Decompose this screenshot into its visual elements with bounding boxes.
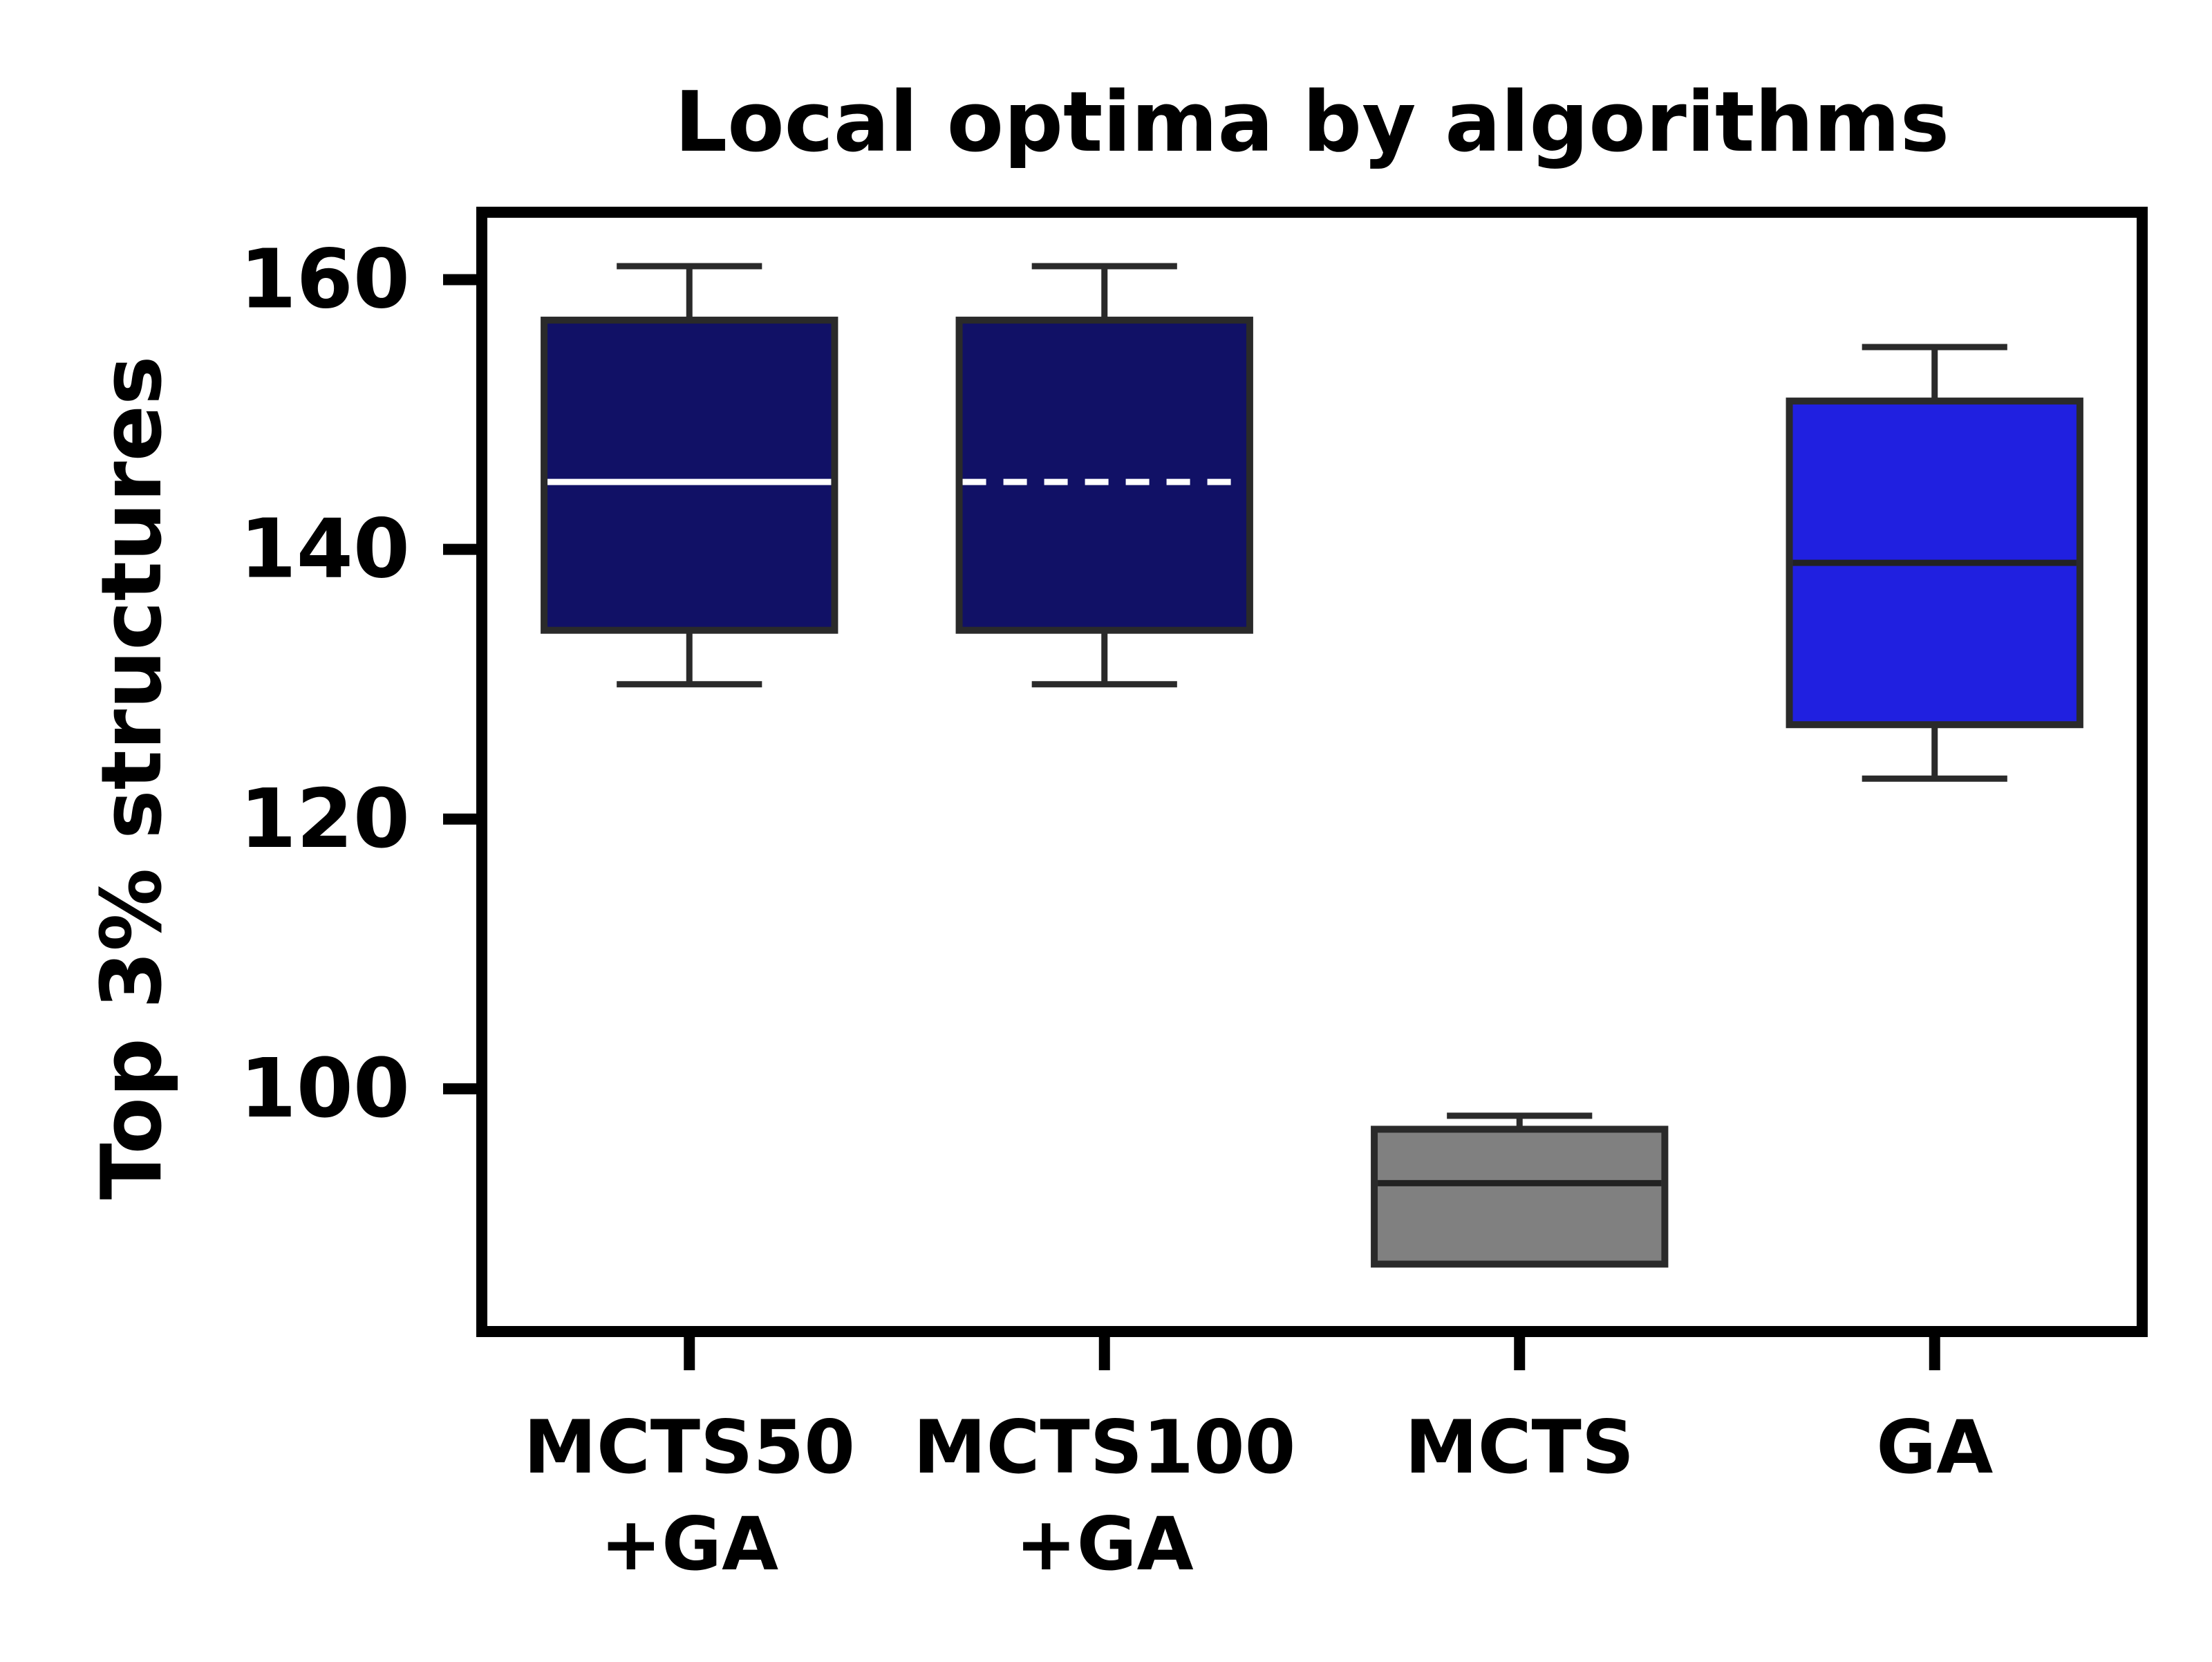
chart-title: Local optima by algorithms [675, 75, 1949, 171]
box-group [1371, 1112, 1669, 1268]
x-tick-label-line: +GA [600, 1502, 778, 1587]
y-axis: 100 120 140 160 [240, 232, 482, 1136]
x-tick-label-line: MCTS100 [913, 1405, 1295, 1490]
box-body [541, 317, 838, 634]
box-group [1785, 344, 2083, 782]
x-axis: MCTS50 +GA MCTS100 +GA MCTS GA [524, 1332, 1993, 1587]
y-tick-label: 120 [240, 771, 410, 866]
y-tick-label: 100 [240, 1040, 410, 1136]
x-tick-label: MCTS [1405, 1405, 1634, 1490]
y-axis-label: Top 3% structures [84, 356, 180, 1200]
box-body [1371, 1126, 1669, 1268]
x-tick-label: MCTS100 +GA [913, 1405, 1295, 1587]
x-tick-label-line: +GA [1015, 1502, 1194, 1587]
box-group [955, 263, 1253, 688]
x-tick-label: MCTS50 +GA [524, 1405, 855, 1587]
box-body [955, 317, 1253, 634]
plot-frame [476, 207, 2148, 1337]
y-tick-label: 160 [240, 232, 410, 327]
plot-area [541, 263, 2083, 1268]
box-group [541, 263, 838, 688]
x-tick-label-line: MCTS50 [524, 1405, 855, 1490]
x-tick-label-line: GA [1876, 1405, 1993, 1490]
x-tick-label-line: MCTS [1405, 1405, 1634, 1490]
x-tick-label: GA [1876, 1405, 1993, 1490]
y-tick-label: 140 [240, 501, 410, 597]
